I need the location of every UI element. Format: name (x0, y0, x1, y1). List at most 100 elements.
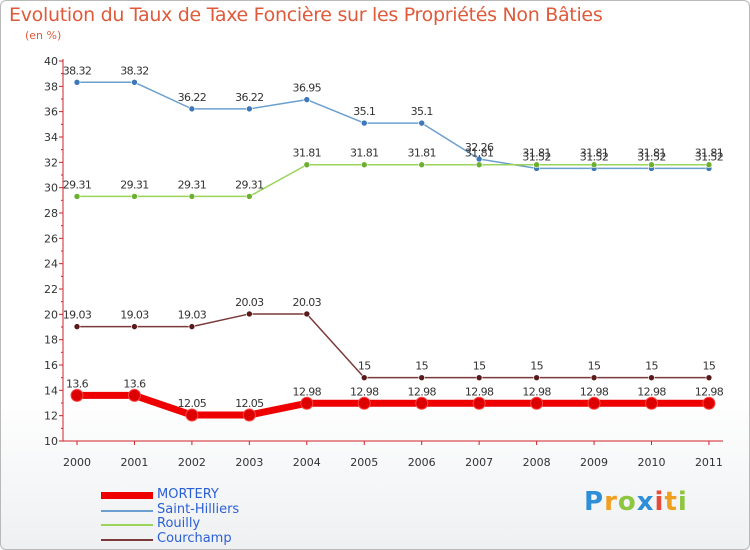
logo-letter: P (584, 487, 605, 517)
x-tick-label: 2008 (523, 456, 551, 469)
data-label: 29.31 (235, 178, 264, 191)
legend-swatch (101, 492, 153, 499)
data-label: 20.03 (235, 296, 264, 309)
series-line-rouilly (76, 163, 710, 198)
data-point (590, 374, 598, 381)
data-point (645, 396, 658, 410)
data-label: 12.98 (637, 385, 666, 398)
data-label: 15 (415, 360, 428, 373)
proxiti-logo: Proxiti (584, 487, 688, 517)
data-point (472, 396, 486, 410)
data-point (131, 78, 138, 86)
x-tick-label: 2006 (408, 456, 436, 469)
data-point (246, 193, 253, 200)
chart-title: Evolution du Taux de Taxe Foncière sur l… (9, 4, 603, 26)
data-point (418, 161, 426, 169)
y-tick-label: 38 (44, 80, 58, 93)
data-label: 31.81 (637, 147, 666, 160)
data-point (246, 310, 253, 318)
y-tick-label: 32 (44, 156, 58, 169)
y-axis-unit-label: (en %) (25, 29, 62, 42)
data-label: 12.98 (465, 385, 494, 398)
legend-label: Rouilly (157, 516, 201, 531)
logo-letter: t (664, 487, 678, 517)
data-point (533, 161, 540, 169)
x-tick-label: 2003 (235, 456, 263, 469)
data-label: 31.81 (407, 147, 436, 160)
data-label: 19.03 (63, 309, 92, 322)
y-tick-label: 10 (44, 435, 58, 448)
data-point (705, 374, 713, 381)
data-point (648, 161, 655, 169)
x-tick-label: 2011 (695, 456, 723, 469)
data-point (702, 396, 716, 410)
data-label: 15 (588, 360, 601, 373)
series-line-mortery (73, 391, 713, 419)
data-point (73, 193, 81, 200)
data-label: 12.98 (580, 385, 609, 398)
data-label: 12.98 (350, 385, 379, 398)
data-point (475, 374, 483, 381)
x-tick-label: 2007 (465, 456, 493, 469)
data-label: 13.6 (123, 377, 146, 390)
legend-swatch (101, 538, 153, 541)
x-tick-label: 2010 (638, 456, 666, 469)
y-tick-label: 36 (44, 106, 58, 119)
x-tick-label: 2004 (293, 456, 321, 469)
data-point (188, 105, 196, 113)
logo-letter: i (654, 487, 665, 517)
data-label: 31.81 (350, 147, 379, 160)
data-point (131, 193, 138, 200)
data-label: 15 (530, 360, 543, 373)
data-point (360, 161, 368, 169)
data-point (530, 396, 544, 410)
data-label: 31.52 (637, 150, 666, 163)
y-tick-label: 12 (44, 410, 58, 423)
y-tick-label: 14 (44, 384, 58, 397)
data-point (303, 96, 311, 103)
y-tick-label: 28 (44, 207, 58, 220)
data-label: 15 (358, 360, 371, 373)
data-point (73, 323, 81, 330)
axes: 10 12 14 16 18 20 22 24 26 28 30 32 34 36 38 40 2000 2001… (44, 55, 723, 469)
x-tick-label: 2001 (120, 456, 148, 469)
x-tick-label: 2000 (63, 456, 91, 469)
data-point (70, 388, 84, 402)
data-label: 13.6 (66, 377, 89, 390)
data-point (590, 161, 598, 169)
data-point (131, 323, 138, 330)
data-label: 15 (645, 360, 658, 373)
data-point (246, 105, 253, 113)
data-label: 31.81 (522, 147, 551, 160)
data-label: 20.03 (293, 296, 322, 309)
x-tick-label: 2005 (350, 456, 378, 469)
legend-label: Saint-Hilliers (157, 501, 240, 517)
data-label: 19.03 (120, 309, 149, 322)
series-rouilly: 29.31 29.31 29.31 29.31 31.81 31.81 31.81 31.81… (63, 147, 724, 200)
data-point (587, 396, 601, 410)
data-label: 12.98 (407, 385, 436, 398)
data-label: 12.05 (178, 397, 207, 410)
data-point (418, 374, 426, 381)
y-tick-label: 40 (44, 55, 58, 68)
data-point (475, 161, 483, 169)
data-point (705, 161, 713, 169)
data-point (185, 408, 199, 422)
data-point (188, 193, 196, 200)
series-courchamp: 19.03 19.03 19.03 20.03 20.03 15 15 15 15 15 15 15 (63, 296, 717, 381)
data-label: 31.81 (465, 147, 494, 160)
data-point (300, 396, 314, 410)
data-label: 12.98 (293, 385, 322, 398)
data-label: 36.22 (235, 91, 264, 104)
logo-letter: o (617, 487, 637, 517)
data-label: 36.95 (293, 82, 322, 95)
data-point (357, 396, 371, 410)
data-label: 31.52 (522, 150, 551, 163)
y-tick-label: 24 (44, 258, 58, 271)
data-label: 32.26 (465, 141, 494, 154)
logo-letter: i (677, 487, 688, 517)
